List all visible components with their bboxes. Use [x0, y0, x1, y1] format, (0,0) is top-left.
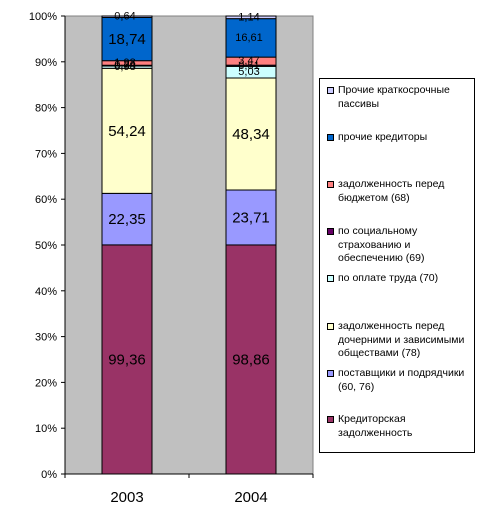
legend-label: задолженность перед дочерними и зависимы… — [338, 320, 465, 359]
y-tick-label: 100% — [29, 11, 57, 23]
axes-layer: 2003 2004 0% 10% 20% 30% 40% 50% 60% 70% 80% 90% 100… — [29, 11, 314, 506]
legend: Прочие краткосрочные пассивы прочие креди… — [319, 78, 475, 453]
y-tick-label: 30% — [35, 332, 57, 344]
legend-swatch — [327, 181, 334, 188]
data-label-2004-s6: 16,61 — [235, 32, 263, 44]
legend-swatch — [327, 323, 334, 330]
data-labels-layer: 99,36 22,35 54,24 0,980,341,98 18,74 0,64 98,8… — [108, 11, 270, 369]
data-label-2004-s0: 98,86 — [232, 351, 270, 368]
y-tick-label: 80% — [35, 103, 57, 115]
data-label-2003-s0: 99,36 — [108, 351, 146, 368]
legend-swatch — [327, 416, 334, 423]
bar-segment-2004-s6 — [225, 18, 277, 58]
bars-layer — [101, 15, 277, 475]
data-label-2004-s4: 0,51 — [238, 60, 259, 72]
bar-segment-2003-s7 — [101, 15, 153, 18]
legend-label: по оплате труда (70) — [338, 272, 439, 284]
y-tick-label: 50% — [35, 240, 57, 252]
data-label-2004-s1: 23,71 — [232, 209, 270, 226]
y-tick-label: 20% — [35, 377, 57, 389]
legend-label: Кредиторская задолженность — [338, 413, 413, 439]
data-label-2003-s3: 0,98 — [114, 61, 135, 73]
y-tick-label: 10% — [35, 423, 57, 435]
data-label-2003-s7: 0,64 — [114, 11, 135, 23]
data-label-2004-s5: 3,47 — [238, 55, 259, 67]
data-label-2004-s3: 5,03 — [238, 66, 259, 78]
legend-label: задолженность перед бюджетом (68) — [338, 178, 445, 204]
y-tick-label: 40% — [35, 286, 57, 298]
x-tick-label-2004: 2004 — [234, 489, 267, 506]
legend-swatch — [327, 228, 334, 235]
legend-swatch — [327, 275, 334, 282]
bar-segment-2003-s0 — [101, 244, 153, 475]
legend-label: поставщики и подрядчики (60, 76) — [338, 367, 465, 393]
data-label-2003-s2: 54,24 — [108, 123, 146, 140]
legend-swatch — [327, 134, 334, 141]
data-label-2003-s5: 1,98 — [114, 57, 135, 69]
bar-segment-2003-s2 — [101, 67, 153, 194]
data-label-2004-s2: 48,34 — [232, 126, 270, 143]
y-tick-label: 60% — [35, 194, 57, 206]
legend-label: Прочие краткосрочные пассивы — [338, 84, 450, 110]
y-tick-label: 90% — [35, 57, 57, 69]
data-label-2004-s7: 1,14 — [238, 11, 259, 23]
bar-segment-2004-s0 — [225, 244, 277, 475]
y-tick-label: 0% — [41, 469, 57, 481]
legend-label: прочие кредиторы — [338, 131, 428, 143]
data-label-2003-s6: 18,74 — [108, 31, 146, 48]
legend-label: по социальному страхованию и обеспечению… — [338, 225, 425, 264]
x-tick-label-2003: 2003 — [110, 489, 143, 506]
legend-swatch — [327, 87, 334, 94]
data-label-2003-s1: 22,35 — [108, 211, 146, 228]
data-label-2003-s4: 0,34 — [114, 60, 135, 72]
legend-swatch — [327, 370, 334, 377]
bar-segment-2004-s7 — [225, 15, 277, 20]
y-tick-label: 70% — [35, 148, 57, 160]
